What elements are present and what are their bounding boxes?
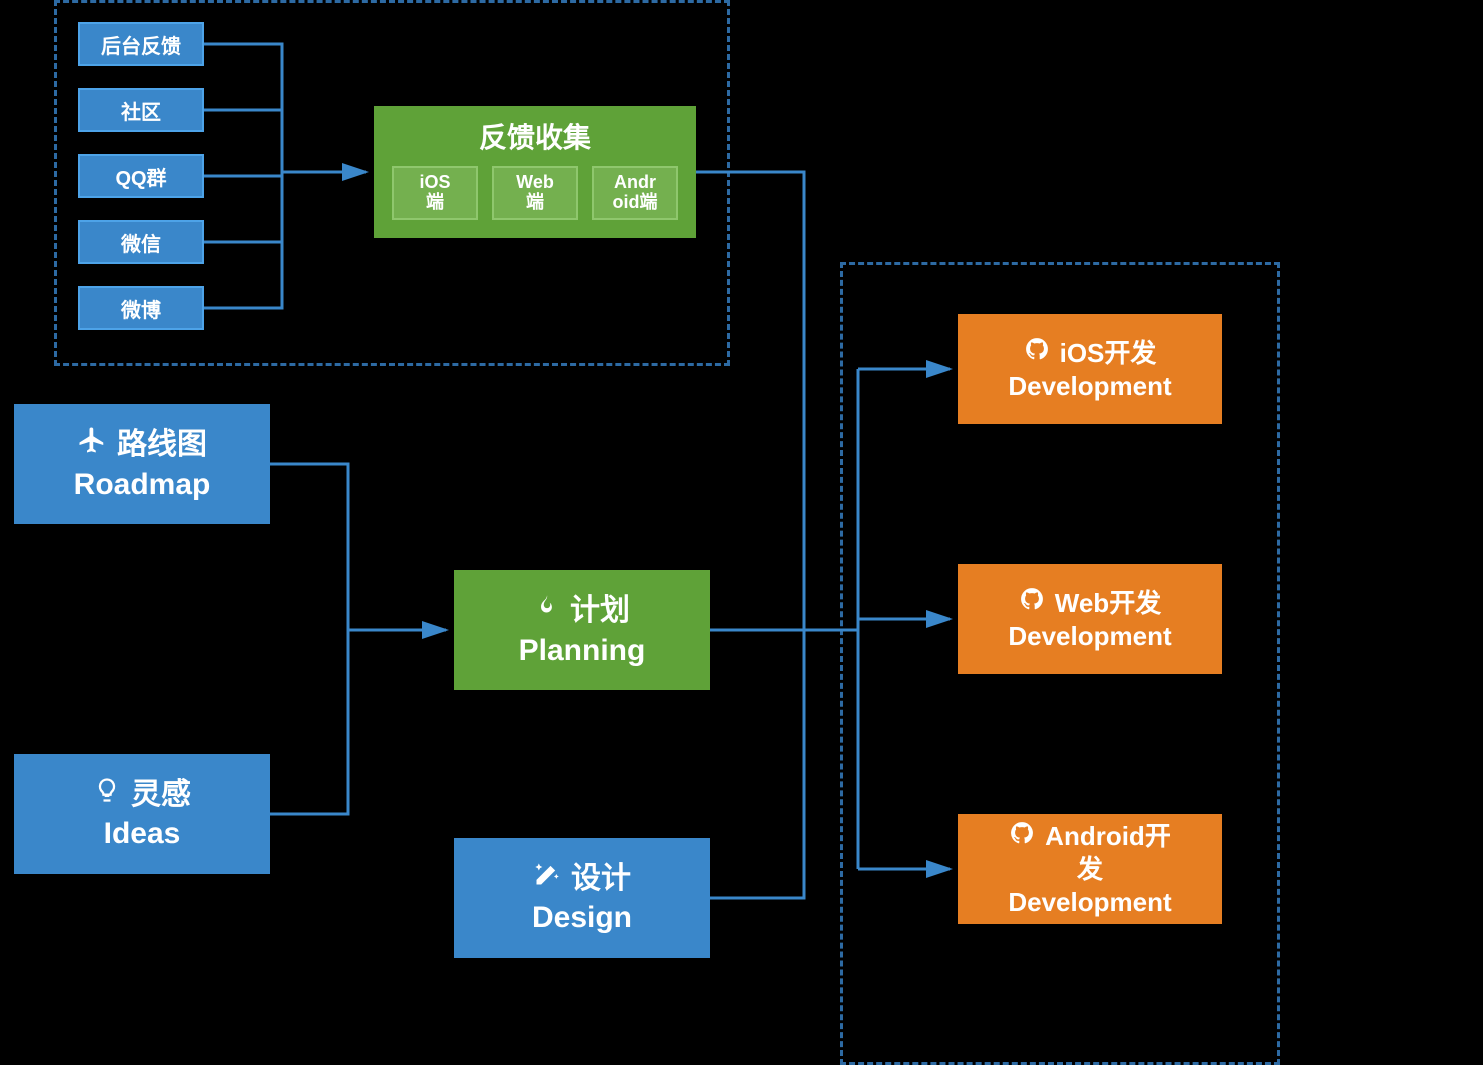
feedback-source-item: 后台反馈 (78, 22, 204, 66)
feedback-source-item: QQ群 (78, 154, 204, 198)
development-node: Web开发Development (958, 564, 1222, 674)
development-node: Android开发Development (958, 814, 1222, 924)
planning-node: 计划 Planning (454, 570, 710, 690)
dev-title-cn: Web开发 (1055, 587, 1161, 620)
dev-title-cn: Android开 (1045, 820, 1171, 853)
feedback-source-item: 社区 (78, 88, 204, 132)
feedback-platform-sub: iOS端 (392, 166, 478, 220)
feedback-platform-sub: Android端 (592, 166, 678, 220)
roadmap-title-en: Roadmap (74, 465, 211, 504)
feedback-source-item: 微信 (78, 220, 204, 264)
development-node: iOS开发Development (958, 314, 1222, 424)
flame-icon (534, 591, 560, 631)
ideas-title-en: Ideas (104, 814, 181, 853)
wand-icon (533, 859, 561, 898)
github-icon (1024, 336, 1050, 370)
feedback-platform-sub: Web端 (492, 166, 578, 220)
github-icon (1019, 586, 1045, 620)
dev-title-cn: iOS开发 (1060, 337, 1157, 370)
feedback-source-item: 微博 (78, 286, 204, 330)
roadmap-title-cn: 路线图 (117, 425, 207, 464)
dev-title-en: Development (1008, 886, 1171, 919)
ideas-title-cn: 灵感 (131, 775, 191, 814)
feedback-collection-title: 反馈收集 (384, 116, 686, 156)
design-title-en: Design (532, 898, 632, 937)
ideas-node: 灵感 Ideas (14, 754, 270, 874)
planning-title-cn: 计划 (570, 591, 630, 630)
roadmap-node: 路线图 Roadmap (14, 404, 270, 524)
github-icon (1009, 820, 1035, 854)
planning-title-en: Planning (519, 631, 646, 670)
design-node: 设计 Design (454, 838, 710, 958)
plane-icon (77, 425, 107, 465)
dev-title-en: Development (1008, 370, 1171, 403)
dev-title-en: Development (1008, 620, 1171, 653)
bulb-icon (93, 775, 121, 814)
design-title-cn: 设计 (571, 859, 631, 898)
feedback-collection-panel: 反馈收集 iOS端 Web端 Android端 (374, 106, 696, 238)
